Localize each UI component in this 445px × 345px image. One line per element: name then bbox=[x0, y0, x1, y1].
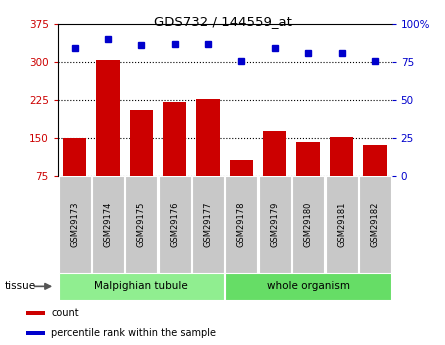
Text: whole organism: whole organism bbox=[267, 282, 350, 291]
Bar bbox=[230, 160, 253, 176]
Bar bbox=[196, 99, 220, 176]
Bar bbox=[59, 176, 91, 273]
Bar bbox=[158, 176, 190, 273]
Bar bbox=[363, 145, 387, 176]
Text: GSM29180: GSM29180 bbox=[303, 201, 313, 247]
Bar bbox=[192, 176, 224, 273]
Text: GSM29174: GSM29174 bbox=[103, 201, 113, 247]
Bar bbox=[96, 60, 120, 176]
Bar bbox=[326, 176, 358, 273]
Text: GSM29176: GSM29176 bbox=[170, 201, 179, 247]
Bar bbox=[129, 110, 153, 176]
Bar bbox=[125, 176, 158, 273]
Bar bbox=[63, 138, 86, 176]
Text: count: count bbox=[51, 308, 79, 318]
Text: GSM29182: GSM29182 bbox=[370, 201, 380, 247]
Bar bbox=[330, 137, 353, 176]
Bar bbox=[163, 101, 186, 176]
Bar bbox=[359, 176, 391, 273]
Text: GSM29173: GSM29173 bbox=[70, 201, 79, 247]
Bar bbox=[263, 131, 287, 176]
Bar bbox=[92, 176, 124, 273]
Bar bbox=[292, 176, 324, 273]
Text: percentile rank within the sample: percentile rank within the sample bbox=[51, 328, 216, 338]
Bar bbox=[26, 311, 45, 315]
Text: GDS732 / 144559_at: GDS732 / 144559_at bbox=[154, 16, 291, 29]
Bar bbox=[226, 273, 391, 300]
Text: GSM29178: GSM29178 bbox=[237, 201, 246, 247]
Text: Malpighian tubule: Malpighian tubule bbox=[94, 282, 188, 291]
Bar bbox=[59, 273, 224, 300]
Bar bbox=[26, 331, 45, 335]
Text: GSM29181: GSM29181 bbox=[337, 201, 346, 247]
Text: GSM29175: GSM29175 bbox=[137, 201, 146, 247]
Bar bbox=[259, 176, 291, 273]
Bar bbox=[226, 176, 257, 273]
Text: tissue: tissue bbox=[4, 282, 36, 291]
Text: GSM29177: GSM29177 bbox=[203, 201, 213, 247]
Bar bbox=[296, 141, 320, 176]
Text: GSM29179: GSM29179 bbox=[270, 201, 279, 247]
